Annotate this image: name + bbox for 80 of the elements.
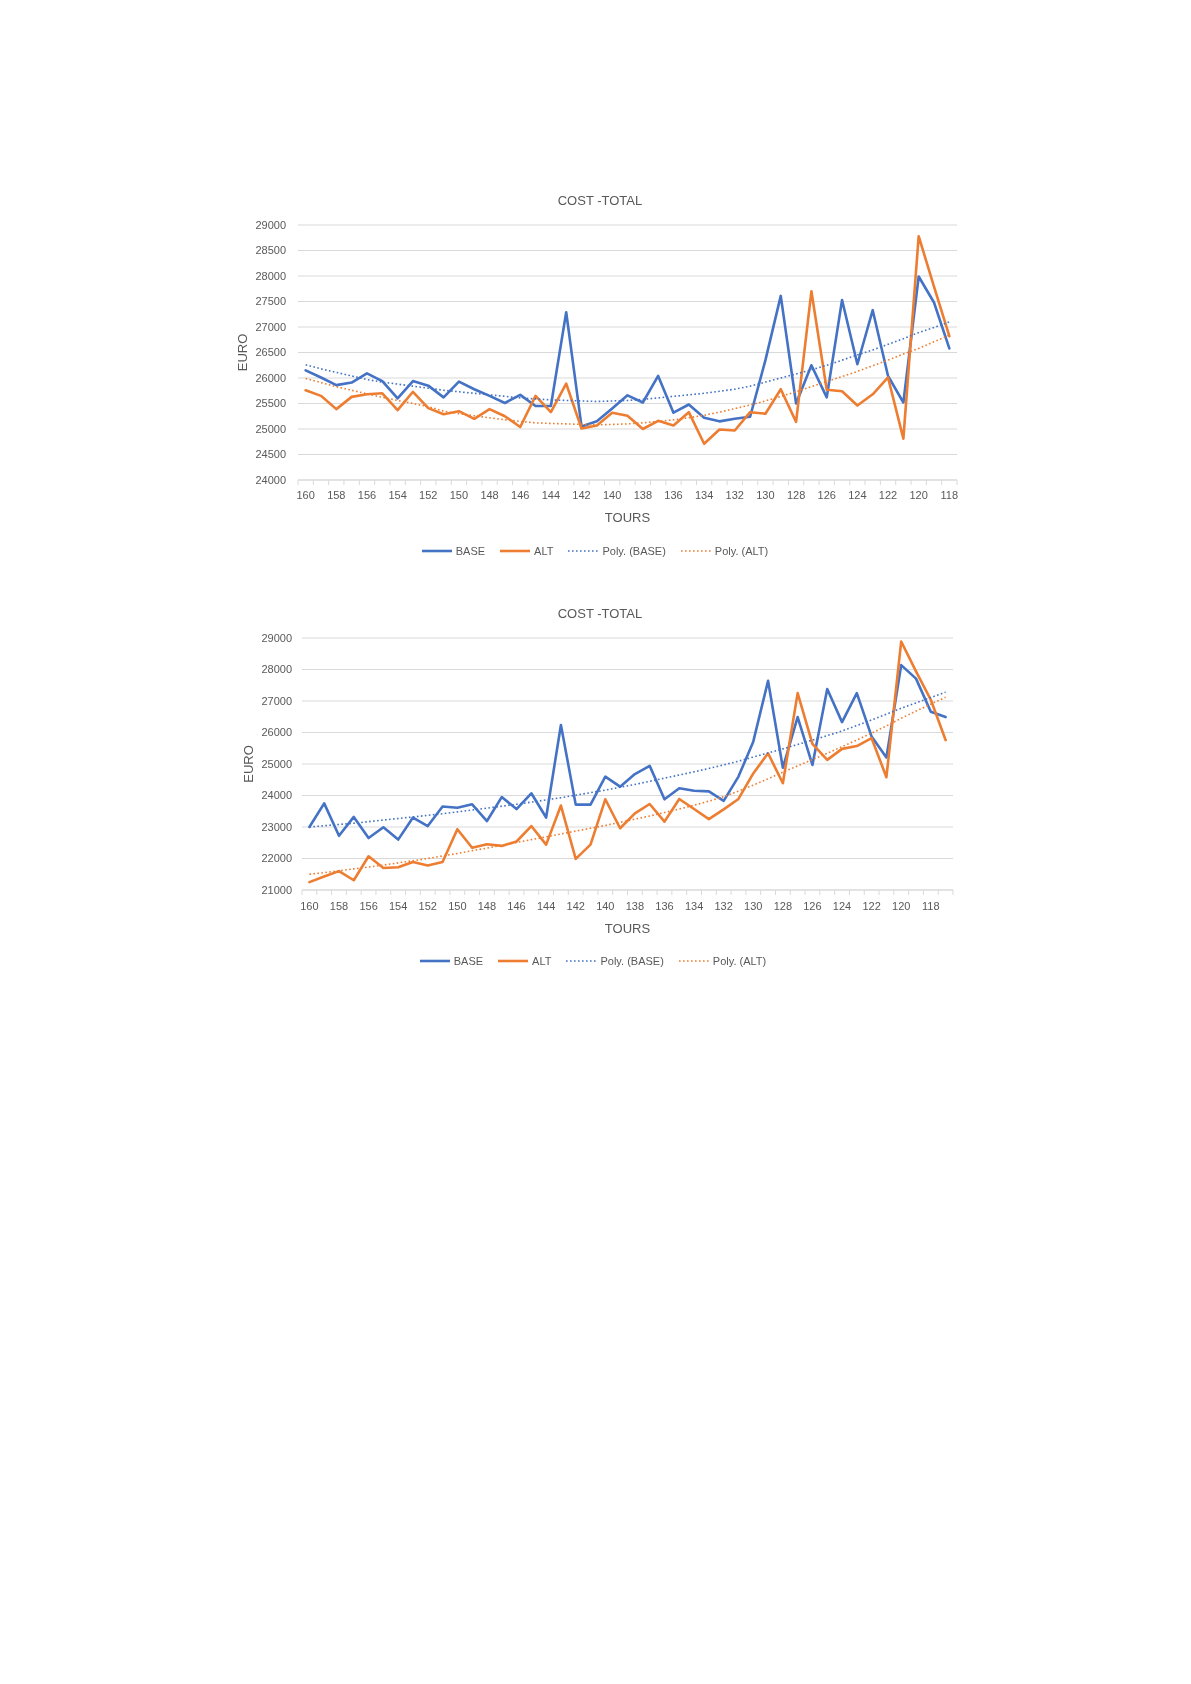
legend-label: ALT xyxy=(534,545,554,557)
y-axis-title: EURO xyxy=(240,745,256,783)
x-tick-label: 156 xyxy=(359,899,378,912)
x-tick-label: 158 xyxy=(329,899,349,912)
y-tick-label: 24500 xyxy=(255,448,286,461)
x-tick-label: 142 xyxy=(566,899,585,912)
x-tick-label: 138 xyxy=(625,899,645,912)
x-tick-label: 134 xyxy=(684,899,704,912)
x-tick-label: 128 xyxy=(773,899,793,912)
x-tick-label: 154 xyxy=(388,488,407,501)
x-tick-label: 122 xyxy=(862,899,881,912)
x-tick-label: 118 xyxy=(940,488,959,501)
x-tick-label: 142 xyxy=(572,488,591,501)
y-tick-label: 29000 xyxy=(261,631,292,644)
y-tick-label: 24000 xyxy=(255,473,286,486)
y-tick-label: 27000 xyxy=(255,320,286,333)
x-tick-label: 130 xyxy=(744,899,763,912)
y-tick-label: 26500 xyxy=(255,346,286,359)
y-tick-label: 25000 xyxy=(255,422,286,435)
x-tick-label: 144 xyxy=(536,899,556,912)
x-tick-label: 138 xyxy=(633,488,653,501)
x-tick-label: 134 xyxy=(694,488,714,501)
x-tick-label: 160 xyxy=(296,488,315,501)
y-tick-label: 28000 xyxy=(261,663,292,676)
legend-label: Poly. (ALT) xyxy=(714,545,769,557)
chart-title: COST -TOTAL xyxy=(556,192,644,210)
x-tick-label: 130 xyxy=(756,488,775,501)
x-tick-label: 160 xyxy=(300,899,319,912)
y-tick-label: 26000 xyxy=(261,726,292,739)
x-tick-label: 128 xyxy=(786,488,806,501)
x-tick-label: 150 xyxy=(449,488,469,501)
chart-title: COST -TOTAL xyxy=(556,605,644,623)
y-tick-label: 25500 xyxy=(255,397,286,410)
y-tick-label: 24000 xyxy=(261,789,292,802)
legend-label: BASE xyxy=(455,545,486,557)
y-axis-title: EURO xyxy=(234,333,250,372)
y-tick-label: 22000 xyxy=(261,852,292,865)
legend-label: ALT xyxy=(532,955,552,967)
x-tick-label: 140 xyxy=(602,488,622,501)
x-tick-label: 150 xyxy=(448,899,467,912)
x-tick-label: 154 xyxy=(388,899,408,912)
x-tick-label: 126 xyxy=(817,488,836,501)
y-tick-label: 28500 xyxy=(255,244,286,257)
x-tick-label: 158 xyxy=(327,488,346,501)
x-tick-label: 118 xyxy=(922,899,940,912)
x-tick-label: 124 xyxy=(848,488,867,501)
line-series xyxy=(308,640,947,884)
y-tick-label: 29000 xyxy=(255,218,286,231)
x-tick-label: 146 xyxy=(511,488,530,501)
x-tick-label: 148 xyxy=(480,488,499,501)
x-tick-label: 136 xyxy=(655,899,674,912)
x-axis-title: TOURS xyxy=(604,920,651,936)
x-tick-label: 126 xyxy=(803,899,822,912)
y-tick-label: 28000 xyxy=(255,269,286,282)
legend-label: Poly. (BASE) xyxy=(602,545,666,557)
x-tick-label: 124 xyxy=(832,899,852,912)
x-tick-label: 144 xyxy=(541,488,561,501)
x-tick-label: 122 xyxy=(878,488,898,501)
x-tick-label: 136 xyxy=(664,488,683,501)
x-tick-label: 152 xyxy=(418,899,437,912)
x-tick-label: 132 xyxy=(714,899,733,912)
y-tick-label: 25000 xyxy=(261,757,292,770)
legend-label: Poly. (BASE) xyxy=(600,955,664,967)
x-tick-label: 156 xyxy=(357,488,377,501)
y-tick-label: 27000 xyxy=(261,694,292,707)
x-axis-title: TOURS xyxy=(604,509,651,525)
x-tick-label: 140 xyxy=(596,899,615,912)
x-tick-label: 120 xyxy=(909,488,928,501)
y-tick-label: 27500 xyxy=(255,295,286,308)
x-tick-label: 152 xyxy=(419,488,438,501)
y-tick-label: 21000 xyxy=(261,883,292,896)
line-series xyxy=(304,275,951,428)
x-tick-label: 146 xyxy=(507,899,526,912)
x-tick-label: 132 xyxy=(725,488,744,501)
x-tick-label: 120 xyxy=(892,899,911,912)
legend-label: BASE xyxy=(453,955,484,967)
legend-label: Poly. (ALT) xyxy=(712,955,767,967)
y-tick-label: 23000 xyxy=(261,820,292,833)
x-tick-label: 148 xyxy=(477,899,497,912)
y-tick-label: 26000 xyxy=(255,371,286,384)
